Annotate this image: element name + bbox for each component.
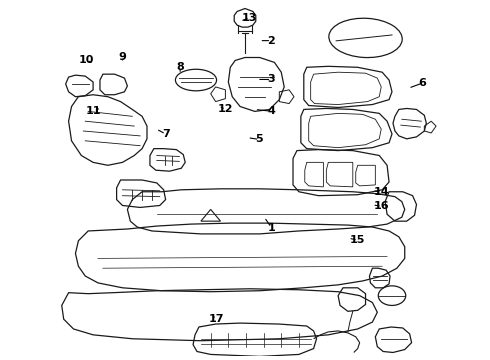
Text: 9: 9 <box>119 51 126 62</box>
Text: 16: 16 <box>374 202 390 211</box>
Text: 6: 6 <box>419 78 427 88</box>
Text: 17: 17 <box>208 314 224 324</box>
Text: 5: 5 <box>256 134 263 144</box>
Text: 8: 8 <box>176 62 184 72</box>
Text: 1: 1 <box>268 222 275 233</box>
Text: 4: 4 <box>268 106 275 116</box>
Text: 11: 11 <box>86 106 101 116</box>
Text: 10: 10 <box>79 55 94 65</box>
Text: 12: 12 <box>218 104 234 114</box>
Text: 14: 14 <box>374 187 390 197</box>
Text: 3: 3 <box>268 75 275 85</box>
Text: 13: 13 <box>242 13 257 23</box>
Text: 7: 7 <box>162 129 170 139</box>
Text: 2: 2 <box>268 36 275 46</box>
Text: 15: 15 <box>350 235 366 245</box>
